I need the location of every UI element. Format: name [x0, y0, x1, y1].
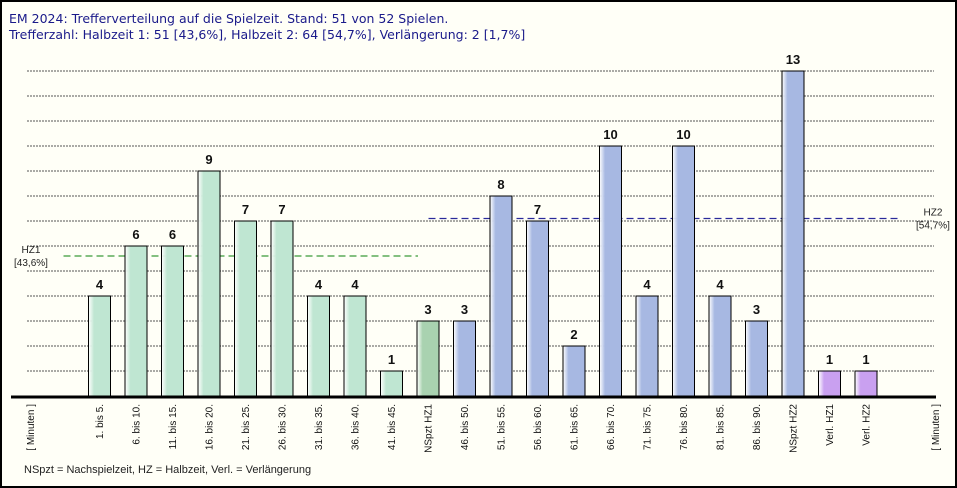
x-tick-label: 21. bis 25. — [241, 404, 252, 450]
x-tick-label: 6. bis 10. — [132, 404, 143, 445]
bar — [197, 170, 221, 397]
x-tick-label: 36. bis 40. — [351, 404, 362, 450]
x-tick-label: 61. bis 65. — [570, 404, 581, 450]
x-tick-label: 86. bis 90. — [752, 404, 763, 450]
bar-value-label: 6 — [169, 227, 176, 242]
bar-value-label: 7 — [242, 202, 249, 217]
x-axis-label-right: [ Minuten ] — [931, 404, 942, 451]
bar — [416, 320, 440, 397]
chart-subtitle: Trefferzahl: Halbzeit 1: 51 [43,6%], Hal… — [9, 27, 526, 42]
hz2-reference-label: HZ2 — [924, 208, 943, 219]
x-tick-label: 46. bis 50. — [460, 404, 471, 450]
bar-value-label: 10 — [603, 127, 617, 142]
bar — [526, 220, 549, 397]
bar — [88, 295, 111, 397]
x-tick-label: 81. bis 85. — [716, 404, 727, 450]
hz2-reference-value: [54,7%] — [916, 221, 950, 232]
bar-value-label: 1 — [826, 352, 833, 367]
bar — [489, 195, 513, 397]
bar-value-label: 3 — [753, 302, 760, 317]
bar-value-label: 1 — [388, 352, 395, 367]
bar-value-label: 4 — [716, 277, 724, 292]
bar — [599, 145, 622, 397]
bar-value-label: 8 — [497, 177, 504, 192]
x-axis-label-left: [ Minuten ] — [26, 404, 37, 451]
x-tick-label: NSpzt HZ1 — [424, 404, 435, 453]
bar — [307, 295, 330, 397]
bar-value-label: 6 — [132, 227, 139, 242]
bar — [270, 220, 294, 397]
bar-value-label: 4 — [315, 277, 323, 292]
x-tick-label: Verl. HZ2 — [862, 404, 873, 446]
bar-value-label: 7 — [278, 202, 285, 217]
x-tick-label: 26. bis 30. — [278, 404, 289, 450]
x-tick-label: 66. bis 70. — [606, 404, 617, 450]
bar-value-label: 3 — [424, 302, 431, 317]
bar — [343, 295, 367, 397]
chart-title: EM 2024: Trefferverteilung auf die Spiel… — [9, 11, 449, 26]
bar-value-label: 4 — [643, 277, 651, 292]
bar — [234, 220, 257, 397]
footnote: NSpzt = Nachspielzeit, HZ = Halbzeit, Ve… — [24, 464, 312, 476]
bar — [562, 345, 586, 397]
bar — [818, 370, 841, 397]
x-tick-label: 1. bis 5. — [95, 404, 106, 439]
bar — [124, 245, 148, 397]
hz1-reference-label: HZ1 — [22, 245, 41, 256]
x-tick-label: 11. bis 15. — [168, 404, 179, 449]
x-tick-label: 41. bis 45. — [387, 404, 398, 450]
x-tick-label: Verl. HZ1 — [825, 404, 836, 446]
bar — [453, 320, 476, 397]
bar-value-label: 13 — [786, 52, 800, 67]
x-tick-label: 76. bis 80. — [679, 404, 690, 450]
hz1-reference-value: [43,6%] — [14, 258, 48, 269]
bar-value-label: 1 — [862, 352, 869, 367]
x-tick-label: 71. bis 75. — [643, 404, 654, 450]
bar-value-label: 3 — [461, 302, 468, 317]
bar — [672, 145, 695, 397]
x-tick-label: 31. bis 35. — [314, 404, 325, 450]
bar-value-label: 2 — [570, 327, 577, 342]
x-tick-label: NSpzt HZ2 — [789, 404, 800, 453]
bar-value-label: 4 — [351, 277, 359, 292]
bar — [380, 370, 403, 397]
bar-value-label: 10 — [676, 127, 690, 142]
x-tick-label: 51. bis 55. — [497, 404, 508, 450]
x-tick-label: 16. bis 20. — [205, 404, 216, 450]
bar — [745, 320, 768, 397]
bar — [781, 70, 805, 397]
bar-value-label: 4 — [96, 277, 104, 292]
bar-value-label: 9 — [205, 152, 212, 167]
bar — [854, 370, 878, 397]
x-tick-label: 56. bis 60. — [533, 404, 544, 450]
bar — [635, 295, 659, 397]
bar — [161, 245, 184, 397]
bar — [708, 295, 732, 397]
bar-value-label: 7 — [534, 202, 541, 217]
